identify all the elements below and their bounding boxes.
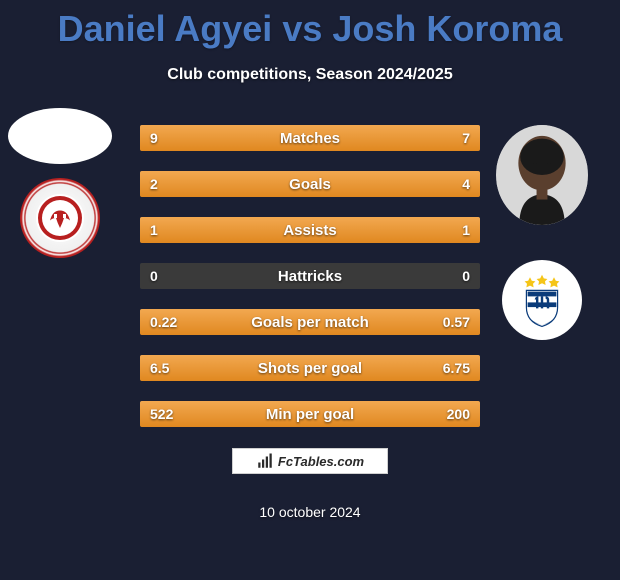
stat-row: 11Assists — [140, 217, 480, 243]
stat-row: 97Matches — [140, 125, 480, 151]
watermark: FcTables.com — [232, 448, 388, 474]
huddersfield-badge-icon — [512, 270, 572, 330]
stat-label: Matches — [140, 125, 480, 151]
stat-row: 522200Min per goal — [140, 401, 480, 427]
date-text: 10 october 2024 — [0, 504, 620, 520]
stat-label: Hattricks — [140, 263, 480, 289]
stats-container: 97Matches 24Goals 11Assists 00Hattricks 0.22… — [140, 125, 480, 447]
player-left-avatar — [8, 108, 112, 164]
stat-label: Shots per goal — [140, 355, 480, 381]
chart-icon — [256, 452, 274, 470]
stat-label: Min per goal — [140, 401, 480, 427]
stat-row: 0.220.57Goals per match — [140, 309, 480, 335]
player-right-avatar — [496, 125, 588, 225]
page-title: Daniel Agyei vs Josh Koroma — [0, 0, 620, 50]
stat-row: 00Hattricks — [140, 263, 480, 289]
leyton-orient-badge-icon — [35, 193, 85, 243]
stat-label: Assists — [140, 217, 480, 243]
stat-label: Goals — [140, 171, 480, 197]
stat-label: Goals per match — [140, 309, 480, 335]
watermark-text: FcTables.com — [278, 454, 364, 469]
stat-row: 24Goals — [140, 171, 480, 197]
stat-row: 6.56.75Shots per goal — [140, 355, 480, 381]
subtitle: Club competitions, Season 2024/2025 — [0, 66, 620, 84]
player-right-club-badge — [502, 260, 582, 340]
player-left-club-badge — [20, 178, 100, 258]
